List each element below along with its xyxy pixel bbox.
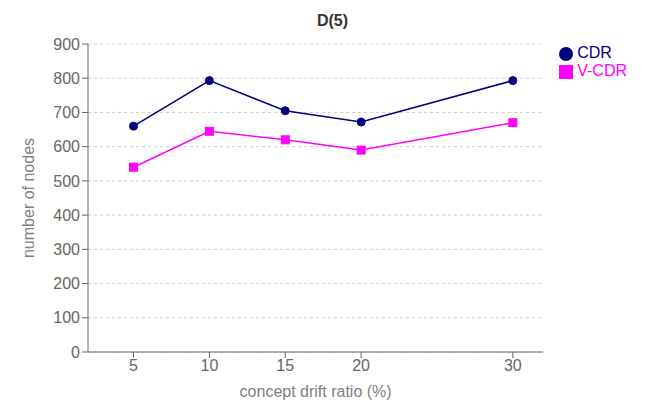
svg-text:10: 10 <box>200 357 218 374</box>
svg-text:20: 20 <box>352 357 370 374</box>
svg-text:number of nodes: number of nodes <box>20 138 37 258</box>
svg-text:900: 900 <box>53 36 80 53</box>
svg-text:300: 300 <box>53 241 80 258</box>
svg-text:500: 500 <box>53 173 80 190</box>
svg-text:700: 700 <box>53 104 80 121</box>
svg-text:15: 15 <box>276 357 294 374</box>
svg-text:800: 800 <box>53 70 80 87</box>
svg-text:100: 100 <box>53 309 80 326</box>
html-text:CDR: CDR <box>577 44 612 61</box>
html-text:D(5): D(5) <box>316 12 348 29</box>
svg-text:600: 600 <box>53 138 80 155</box>
svg-text:0: 0 <box>71 344 80 361</box>
svg-text:30: 30 <box>504 357 522 374</box>
svg-text:400: 400 <box>53 207 80 224</box>
html-text:V-CDR: V-CDR <box>577 62 627 79</box>
svg-text:5: 5 <box>129 357 138 374</box>
svg-text:concept drift ratio (%): concept drift ratio (%) <box>240 383 392 400</box>
svg-text:200: 200 <box>53 275 80 292</box>
